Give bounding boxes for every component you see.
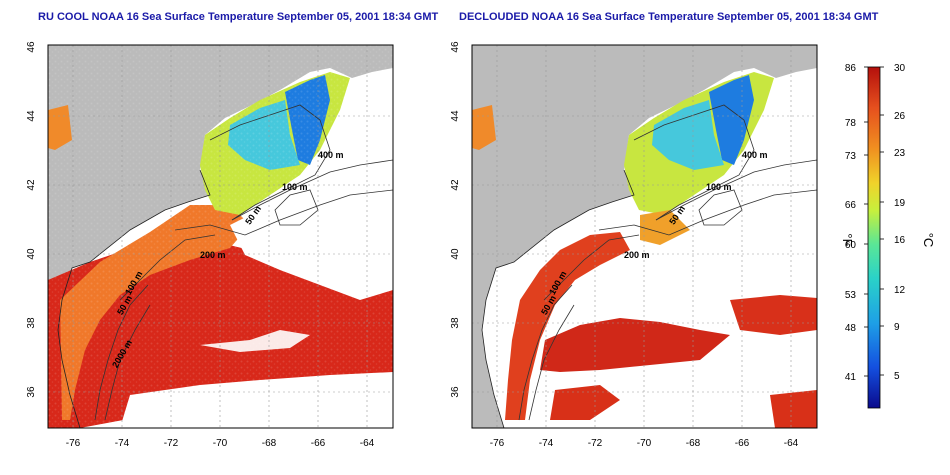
f-tick-label: 53	[845, 290, 857, 301]
warm-water-region	[540, 318, 730, 372]
contour-label: 400 m	[742, 150, 768, 160]
bathymetry-contours	[518, 104, 817, 421]
y-tick-label: 42	[26, 179, 37, 191]
map-frame-right	[471, 44, 818, 429]
y-tick-label: 40	[26, 248, 37, 260]
y-tick-label: 46	[450, 41, 461, 53]
c-tick-label: 19	[894, 198, 906, 209]
f-tick-label: 86	[845, 63, 857, 74]
x-tick-label: -76	[66, 438, 81, 449]
y-tick-label: 40	[450, 248, 461, 260]
cyan-water	[652, 100, 724, 170]
y-tick-label: 38	[26, 317, 37, 329]
warm-water-region	[770, 390, 817, 428]
map-panel-left: 400 m 100 m 50 m 200 m 50 m 100 m 2000 m	[48, 45, 393, 428]
temperature-colorbar: 86 78 73 66 60 53 48 41 30 26 23 19 16 1…	[840, 63, 936, 409]
land-mass	[472, 45, 817, 428]
c-tick-label: 26	[894, 111, 906, 122]
f-tick-label: 48	[845, 323, 857, 334]
map-frame-left	[47, 44, 394, 429]
x-tick-label: -66	[311, 438, 326, 449]
bathymetry-contours	[94, 104, 393, 421]
y-tick-label: 46	[26, 41, 37, 53]
y-tick-label: 44	[450, 110, 461, 122]
x-axis-right: -76 -74 -72 -70 -68 -66 -64	[490, 438, 799, 449]
y-tick-label: 36	[450, 386, 461, 398]
coastline	[481, 169, 635, 428]
contour-label: 200 m	[624, 250, 650, 260]
cold-water-blue	[709, 75, 754, 165]
fahrenheit-unit-label: °F	[840, 233, 855, 246]
y-tick-label: 36	[26, 386, 37, 398]
y-axis-left: 46 44 42 40 38 36	[26, 41, 37, 398]
y-axis-right: 46 44 42 40 38 36	[450, 41, 461, 398]
y-tick-label: 42	[450, 179, 461, 191]
warm-water-region	[550, 385, 620, 420]
x-tick-label: -70	[213, 438, 228, 449]
c-tick-label: 16	[894, 235, 906, 246]
lat-lon-grid	[48, 45, 393, 428]
f-tick-label: 78	[845, 118, 857, 129]
x-axis-left: -76 -74 -72 -70 -68 -66 -64	[66, 438, 375, 449]
c-tick-label: 30	[894, 63, 906, 74]
contour-label: 100 m	[706, 182, 732, 192]
orange-shelf-water	[640, 210, 690, 245]
c-tick-label: 12	[894, 285, 906, 296]
x-tick-label: -68	[686, 438, 701, 449]
f-tick-label: 60	[845, 240, 857, 251]
x-tick-label: -70	[637, 438, 652, 449]
colorbar-gradient	[867, 66, 881, 409]
celsius-unit-label: °C	[921, 233, 936, 248]
warm-water-region	[505, 232, 630, 420]
lat-lon-grid	[472, 45, 817, 428]
warm-water-region	[730, 295, 817, 335]
x-tick-label: -72	[164, 438, 179, 449]
x-tick-label: -76	[490, 438, 505, 449]
x-tick-label: -64	[784, 438, 799, 449]
contour-label: 100 m	[282, 182, 308, 192]
f-tick-label: 41	[845, 372, 857, 383]
contour-label: 200 m	[200, 250, 226, 260]
panel-title-right: DECLOUDED NOAA 16 Sea Surface Temperatur…	[459, 11, 879, 23]
coastline	[57, 169, 211, 428]
x-tick-label: -64	[360, 438, 375, 449]
f-tick-label: 73	[845, 151, 857, 162]
c-tick-label: 9	[894, 322, 900, 333]
map-panel-right: 400 m 100 m 50 m 200 m 50 m 100 m	[472, 45, 817, 428]
c-tick-label: 5	[894, 371, 900, 382]
c-tick-label: 23	[894, 148, 906, 159]
x-tick-label: -68	[262, 438, 277, 449]
x-tick-label: -72	[588, 438, 603, 449]
x-tick-label: -74	[539, 438, 554, 449]
f-tick-label: 66	[845, 200, 857, 211]
panel-title-left: RU COOL NOAA 16 Sea Surface Temperature …	[38, 11, 439, 23]
y-tick-label: 38	[450, 317, 461, 329]
contour-label: 400 m	[318, 150, 344, 160]
x-tick-label: -74	[115, 438, 130, 449]
y-tick-label: 44	[26, 110, 37, 122]
x-tick-label: -66	[735, 438, 750, 449]
